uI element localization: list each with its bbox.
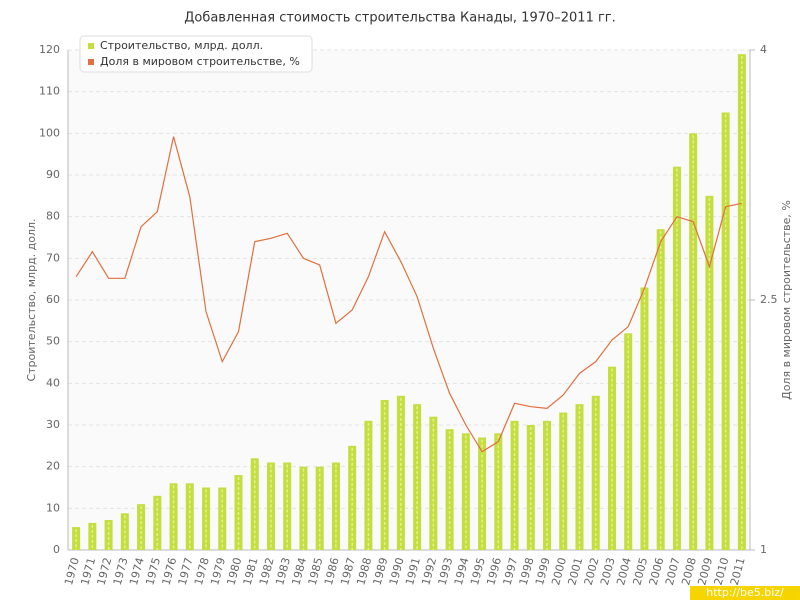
bar <box>607 366 616 550</box>
y-tick-label: 50 <box>46 335 60 348</box>
watermark-bg <box>690 586 800 600</box>
y2-axis-label: Доля в мировом строительстве, % <box>780 200 793 400</box>
y-tick-label: 110 <box>39 85 60 98</box>
y-tick-label: 70 <box>46 251 60 264</box>
bar <box>445 429 454 550</box>
legend-label: Доля в мировом строительстве, % <box>100 55 300 68</box>
bar <box>478 437 487 550</box>
legend-swatch <box>88 43 94 49</box>
y-tick-label: 60 <box>46 293 60 306</box>
bar <box>429 416 438 550</box>
y2-tick-label: 4 <box>760 43 767 56</box>
chart-title: Добавленная стоимость строительства Кана… <box>184 11 616 26</box>
bar <box>250 458 259 550</box>
watermark: http://be5.biz/ <box>706 586 784 599</box>
y-tick-label: 80 <box>46 210 60 223</box>
y-tick-label: 0 <box>53 543 60 556</box>
y-tick-label: 30 <box>46 418 60 431</box>
bar <box>640 287 649 550</box>
y-tick-label: 120 <box>39 43 60 56</box>
y-tick-label: 100 <box>39 126 60 139</box>
y-axis-label: Строительство, млрд. долл. <box>25 218 38 381</box>
bar <box>672 166 681 550</box>
y-tick-label: 90 <box>46 168 60 181</box>
y2-tick-label: 1 <box>760 543 767 556</box>
y2-tick-label: 2.5 <box>760 293 778 306</box>
y-tick-label: 10 <box>46 501 60 514</box>
y-tick-label: 40 <box>46 376 60 389</box>
y-tick-label: 20 <box>46 460 60 473</box>
bar <box>299 466 308 550</box>
legend-box <box>79 35 313 73</box>
legend-swatch <box>88 59 94 65</box>
line <box>75 136 743 453</box>
bar <box>656 229 665 550</box>
bar <box>315 466 324 550</box>
bar <box>218 487 227 550</box>
bar <box>202 487 211 550</box>
legend-label: Строительство, млрд. долл. <box>100 39 263 52</box>
bar <box>72 527 81 550</box>
